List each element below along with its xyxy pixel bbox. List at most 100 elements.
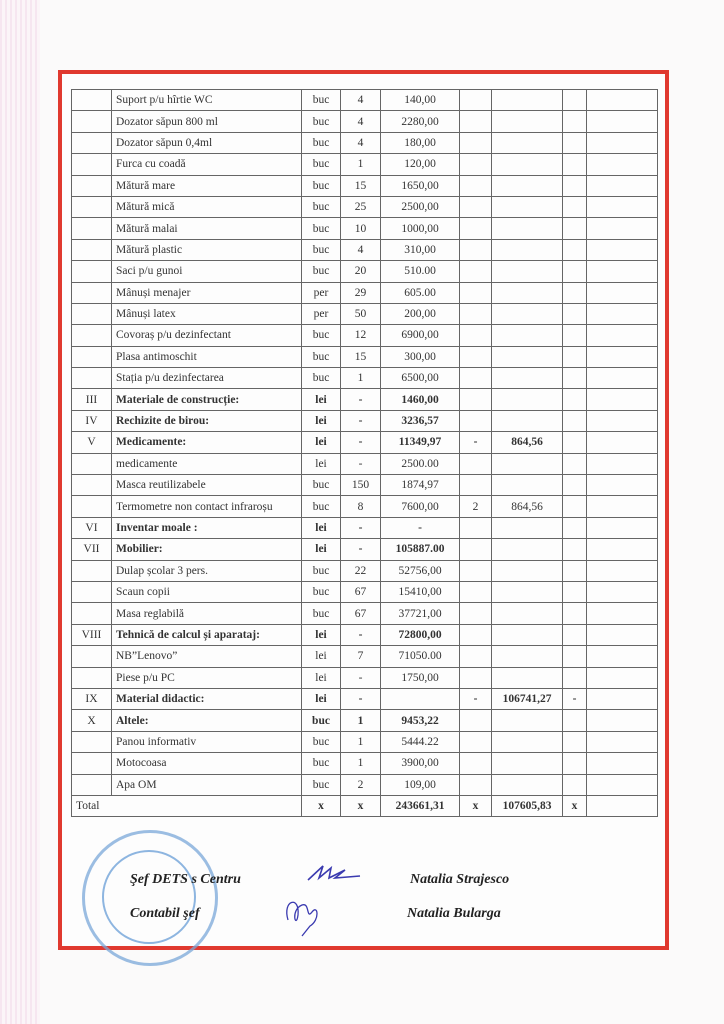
unit: buc (301, 324, 341, 347)
row-number (71, 773, 112, 796)
quantity: - (340, 409, 381, 433)
col-8 (562, 495, 587, 518)
row-number (71, 238, 112, 262)
quantity: 29 (340, 281, 381, 304)
table-row: Dozator săpun 0,4ml buc 4 180,00 (71, 131, 658, 155)
row-number: IX (71, 687, 112, 711)
col-8 (562, 174, 587, 197)
amount: 6900,00 (380, 324, 460, 347)
col-8 (562, 516, 587, 540)
col-9 (586, 709, 658, 732)
unit: buc (301, 559, 341, 582)
col-9 (586, 238, 658, 262)
item-name: Dozator săpun 0,4ml (111, 131, 302, 155)
total-c8: x (562, 794, 587, 818)
quantity: - (340, 666, 381, 689)
amount: 140,00 (380, 88, 460, 112)
amount: 5444.22 (380, 730, 460, 754)
col-7 (491, 580, 563, 604)
col-8 (562, 302, 587, 326)
col-6 (459, 730, 492, 754)
unit: buc (301, 153, 341, 176)
col-6 (459, 752, 492, 775)
col-8 (562, 110, 587, 133)
amount: 3900,00 (380, 752, 460, 775)
col-7: 864,56 (491, 495, 563, 518)
item-name: Suport p/u hîrtie WC (111, 88, 302, 112)
table-row: IV Rechizite de birou: lei -3236,57 (71, 409, 658, 433)
quantity: 2 (340, 773, 381, 796)
col-9 (586, 131, 658, 155)
table-row: Apa OM buc 2 109,00 (71, 773, 658, 796)
quantity: 4 (340, 131, 381, 155)
table-row: Suport p/u hîrtie WC buc 4 140,00 (71, 88, 658, 112)
total-sum: 243661,31 (380, 794, 460, 818)
row-number (71, 324, 112, 347)
quantity: 4 (340, 88, 381, 112)
unit: buc (301, 773, 341, 796)
unit: lei (301, 431, 341, 454)
amount: 510.00 (380, 260, 460, 283)
col-6 (459, 409, 492, 433)
unit: buc (301, 88, 341, 112)
col-9 (586, 367, 658, 390)
row-number (71, 730, 112, 754)
col-9 (586, 580, 658, 604)
row-number (71, 752, 112, 775)
item-name: Material didactic: (111, 687, 302, 711)
col-9 (586, 345, 658, 369)
amount: 1460,00 (380, 388, 460, 411)
item-name: Mătură mare (111, 174, 302, 197)
inventory-table: Suport p/u hîrtie WC buc 4 140,00 Dozator să… (71, 88, 658, 818)
item-name: Scaun copii (111, 580, 302, 604)
unit: buc (301, 217, 341, 240)
scan-edge (0, 0, 40, 1024)
col-9 (586, 687, 658, 711)
amount: 1750,00 (380, 666, 460, 689)
col-8 (562, 730, 587, 754)
col-9 (586, 217, 658, 240)
amount: 310,00 (380, 238, 460, 262)
col-9 (586, 602, 658, 625)
role-accountant: Contabil şef (130, 906, 200, 921)
col-6 (459, 666, 492, 689)
item-name: Mânuși menajer (111, 281, 302, 304)
row-number (71, 217, 112, 240)
col-8 (562, 345, 587, 369)
row-number: VII (71, 538, 112, 561)
row-number (71, 666, 112, 689)
col-6: - (459, 687, 492, 711)
table-row: Masca reutilizabele buc 150 1874,97 (71, 474, 658, 497)
item-name: Dulap școlar 3 pers. (111, 559, 302, 582)
quantity: 150 (340, 474, 381, 497)
unit: buc (301, 730, 341, 754)
quantity: - (340, 687, 381, 711)
item-name: Masa reglabilă (111, 602, 302, 625)
quantity: 15 (340, 174, 381, 197)
col-8 (562, 752, 587, 775)
col-6 (459, 345, 492, 369)
unit: buc (301, 345, 341, 369)
row-number (71, 153, 112, 176)
unit: buc (301, 602, 341, 625)
col-7: 864,56 (491, 431, 563, 454)
row-number (71, 559, 112, 582)
item-name: Termometre non contact infraroșu (111, 495, 302, 518)
col-7 (491, 324, 563, 347)
row-number (71, 345, 112, 369)
col-8 (562, 217, 587, 240)
quantity: 1 (340, 709, 381, 732)
row-number (71, 281, 112, 304)
row-number (71, 645, 112, 668)
col-9 (586, 324, 658, 347)
item-name: Apa OM (111, 773, 302, 796)
table-row: X Altele: buc 1 9453,22 (71, 709, 658, 732)
unit: buc (301, 174, 341, 197)
col-6 (459, 195, 492, 219)
table-row: Scaun copii buc 67 15410,00 (71, 580, 658, 604)
handwritten-signature-1 (307, 865, 361, 881)
table-row: V Medicamente: lei -11349,97-864,56 (71, 431, 658, 454)
quantity: 1 (340, 752, 381, 775)
quantity: - (340, 538, 381, 561)
amount (380, 687, 460, 711)
